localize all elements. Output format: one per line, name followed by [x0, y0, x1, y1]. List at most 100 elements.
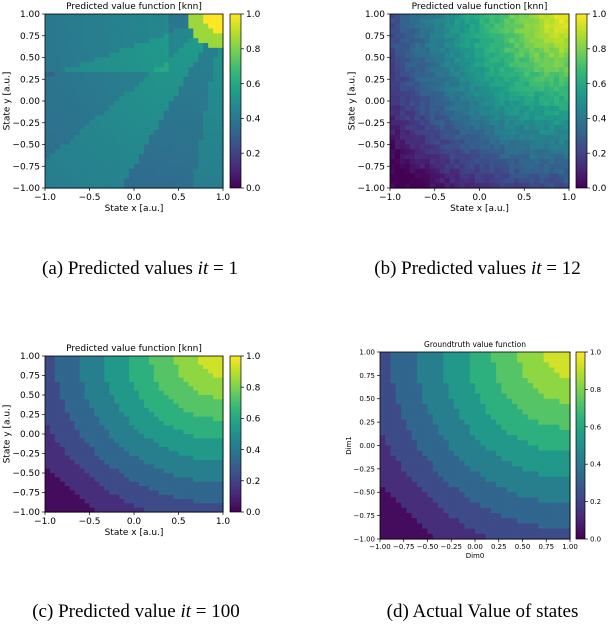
heatmap-cell: [459, 533, 466, 540]
heatmap-cell: [104, 134, 110, 141]
heatmap-cell: [416, 507, 423, 514]
heatmap-cell: [494, 120, 500, 126]
heatmap-cell: [148, 168, 155, 175]
heatmap-cell: [390, 440, 397, 447]
heatmap-cell: [138, 399, 145, 405]
heatmap-cell: [59, 144, 66, 150]
heatmap-cell: [54, 451, 61, 457]
heatmap-cell: [193, 399, 199, 405]
heatmap-cell: [109, 115, 115, 121]
heatmap-cell: [411, 440, 418, 447]
heatmap-cell: [183, 490, 189, 496]
heatmap-cell: [163, 96, 170, 102]
heatmap-cell: [129, 105, 135, 112]
heatmap-cell: [469, 523, 476, 530]
heatmap-cell: [439, 125, 446, 131]
heatmap-cell: [208, 499, 214, 504]
heatmap-cell: [94, 81, 100, 88]
heatmap-cell: [208, 364, 214, 370]
heatmap-cell: [158, 115, 165, 121]
heatmap-cell: [89, 14, 96, 20]
heatmap-cell: [406, 497, 413, 504]
heatmap-cell: [59, 81, 66, 88]
heatmap-cell: [427, 393, 434, 400]
heatmap-cell: [511, 409, 518, 415]
heatmap-cell: [104, 382, 110, 387]
heatmap-cell: [54, 455, 61, 461]
heatmap-cell: [514, 33, 520, 39]
heatmap-cell: [124, 416, 130, 422]
heatmap-0: [45, 14, 224, 189]
heatmap-cell: [419, 43, 426, 49]
heatmap-cell: [188, 52, 194, 59]
heatmap-cell: [143, 395, 150, 400]
heatmap-cell: [453, 533, 460, 540]
heatmap-cell: [124, 96, 130, 102]
heatmap-cell: [178, 451, 185, 457]
heatmap-cell: [84, 360, 91, 366]
heatmap-cell: [494, 57, 500, 63]
heatmap-cell: [124, 390, 130, 396]
heatmap-cell: [59, 120, 66, 126]
heatmap-cell: [188, 390, 194, 396]
heatmap-cell: [59, 503, 66, 509]
heatmap-cell: [124, 52, 130, 59]
heatmap-cell: [380, 450, 386, 457]
heatmap-cell: [496, 393, 502, 400]
colorbar-tick-label: 1.0: [246, 352, 261, 362]
heatmap-cell: [519, 101, 525, 107]
heatmap-cell: [213, 14, 219, 20]
heatmap-cell: [208, 434, 214, 439]
heatmap-cell: [158, 403, 165, 409]
heatmap-cell: [143, 81, 150, 88]
heatmap-cell: [564, 101, 570, 107]
heatmap-cell: [119, 425, 125, 431]
heatmap-cell: [439, 130, 446, 136]
heatmap-cell: [439, 139, 446, 146]
heatmap-cell: [422, 497, 429, 504]
heatmap-cell: [148, 356, 155, 361]
heatmap-cell: [406, 492, 413, 499]
heatmap-cell: [564, 183, 570, 189]
heatmap-cell: [198, 76, 204, 83]
heatmap-cell: [203, 134, 209, 141]
heatmap-cell: [399, 163, 406, 170]
heatmap-cell: [173, 360, 180, 366]
heatmap-cell: [390, 120, 396, 126]
heatmap-cell: [564, 96, 570, 102]
heatmap-cell: [109, 438, 115, 444]
heatmap-cell: [469, 461, 476, 467]
heatmap-cell: [104, 438, 110, 444]
heatmap-cell: [45, 139, 51, 146]
heatmap-cell: [168, 507, 175, 513]
heatmap-cell: [54, 360, 61, 366]
heatmap-cell: [385, 533, 392, 540]
heatmap-cell: [464, 393, 471, 400]
heatmap-cell: [414, 130, 421, 136]
heatmap-cell: [109, 451, 115, 457]
heatmap-cell: [449, 144, 456, 150]
heatmap-cell: [163, 101, 170, 107]
heatmap-cell: [453, 393, 460, 400]
heatmap-cell: [198, 173, 204, 179]
heatmap-cell: [178, 438, 185, 444]
heatmap-cell: [409, 23, 416, 30]
heatmap-cell: [69, 14, 76, 20]
heatmap-cell: [134, 47, 140, 54]
heatmap-cell: [168, 91, 175, 97]
heatmap-cell: [124, 47, 130, 54]
heatmap-cell: [559, 101, 565, 107]
heatmap-cell: [59, 507, 66, 513]
heatmap-cell: [203, 183, 209, 189]
heatmap-cell: [475, 466, 481, 473]
heatmap-cell: [45, 429, 51, 435]
heatmap-cell: [104, 125, 110, 131]
heatmap-cell: [134, 76, 140, 83]
heatmap-cell: [496, 409, 502, 415]
heatmap-cell: [64, 486, 71, 491]
heatmap-cell: [109, 399, 115, 405]
heatmap-cell: [496, 440, 502, 447]
heatmap-cell: [69, 386, 76, 392]
heatmap-cell: [138, 460, 145, 465]
heatmap-cell: [411, 388, 418, 395]
